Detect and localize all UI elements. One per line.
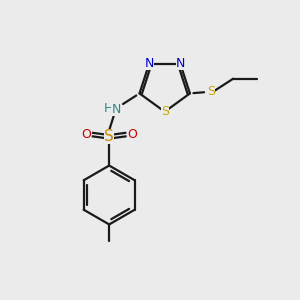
Text: O: O: [82, 128, 92, 141]
Text: O: O: [127, 128, 137, 141]
Text: S: S: [207, 85, 215, 98]
Text: N: N: [111, 103, 121, 116]
Text: H: H: [103, 102, 113, 115]
Text: N: N: [145, 57, 154, 70]
Text: S: S: [104, 129, 114, 144]
Text: N: N: [176, 57, 185, 70]
Text: S: S: [161, 105, 169, 118]
